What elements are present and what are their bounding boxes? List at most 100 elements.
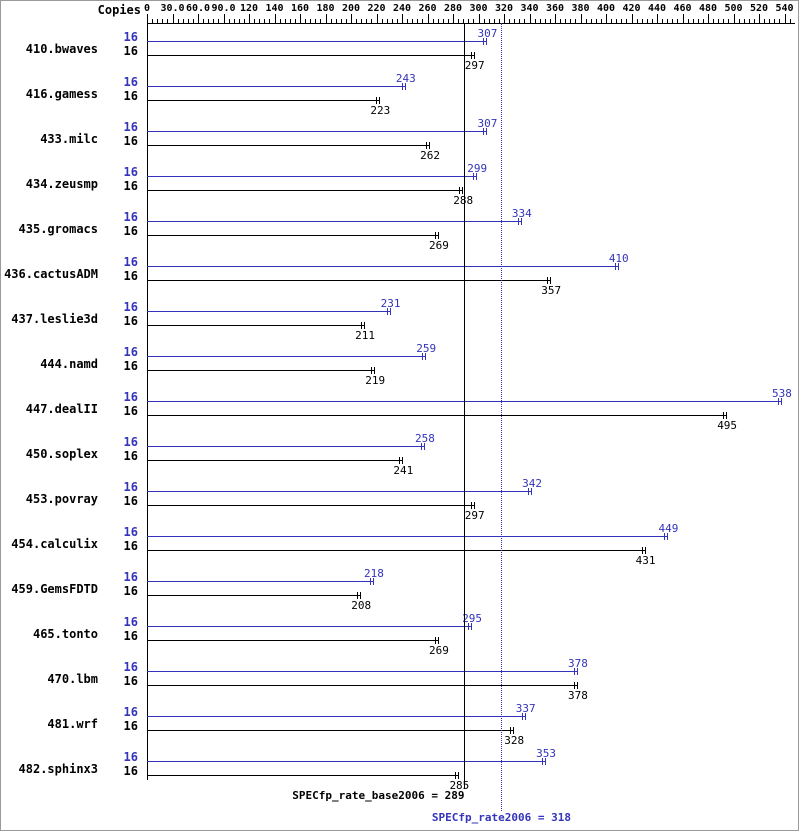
x-axis-minor-tick [672,19,674,23]
copies-value: 16 [123,435,138,449]
bar-end-tick [486,38,488,45]
bar-end-tick [542,758,544,765]
bar-end-tick [473,502,475,509]
peak-value-label: 353 [536,747,556,760]
benchmark-label: 481.wrf [47,717,98,731]
x-axis-major-tick [708,14,709,23]
x-axis-minor-tick [238,19,240,23]
x-axis-tick-label: 480 [698,3,718,14]
bar-end-tick [777,398,779,405]
bar-end-tick [573,682,575,689]
x-axis-minor-tick [305,19,307,23]
x-axis-minor-tick [748,19,750,23]
bar-end-tick [437,637,439,644]
x-axis-minor-tick [391,19,393,23]
base-bar [147,775,460,776]
x-axis-minor-tick [509,19,511,23]
peak-bar [147,716,526,717]
x-axis-minor-tick [560,19,562,23]
benchmark-label: 437.leslie3d [11,312,98,326]
base-value-label: 297 [464,509,485,522]
benchmark-label: 470.lbm [47,672,98,686]
bar-end-tick [379,97,381,104]
x-axis-tick-label: 320 [494,3,514,14]
x-axis-minor-tick [269,19,271,23]
x-axis-minor-tick [458,19,460,23]
bar-end-tick [614,263,616,270]
x-axis-tick-label: 90.0 [211,3,236,14]
x-axis-major-tick [784,14,786,23]
x-axis-minor-tick [192,19,194,23]
x-axis-minor-tick [600,19,602,23]
x-axis-major-tick [376,14,378,23]
x-axis-minor-tick [473,19,475,23]
x-axis-minor-tick [254,19,256,23]
x-axis-minor-tick [769,19,771,23]
x-axis-minor-tick [585,19,587,23]
peak-mean-line [501,23,503,811]
x-axis-minor-tick [646,19,648,23]
copies-value: 16 [123,179,138,193]
bar-end-tick [470,502,472,509]
x-axis-minor-tick [284,19,286,23]
x-axis-minor-tick [493,19,495,23]
x-axis-minor-tick [488,19,490,23]
x-axis-minor-tick [621,19,623,23]
copies-value: 16 [123,359,138,373]
x-axis-minor-tick [366,19,368,23]
bar-end-tick [404,83,406,90]
x-axis-minor-tick [432,19,434,23]
x-axis-minor-tick [417,19,419,23]
base-value-label: 208 [351,599,372,612]
x-axis-minor-tick [636,19,638,23]
bar-end-tick [386,308,388,315]
bar-end-tick [483,38,485,45]
x-axis-minor-tick [361,19,363,23]
bar-end-tick [437,232,439,239]
base-value-label: 223 [370,104,391,117]
x-axis-minor-tick [356,19,358,23]
benchmark-label: 450.soplex [25,447,98,461]
bar-end-tick [486,128,488,135]
bar-end-tick [723,412,725,419]
bar-end-tick [524,713,526,720]
bar-end-tick [531,488,533,495]
copies-value: 16 [123,120,138,134]
x-axis-minor-tick [177,19,179,23]
bar-end-tick [667,533,669,540]
x-axis-minor-tick [203,19,205,23]
x-axis-minor-tick [468,19,470,23]
peak-value-label: 258 [415,432,435,445]
base-value-label: 211 [355,329,375,342]
copies-value: 16 [123,719,138,733]
x-axis-major-tick [402,14,403,23]
x-axis-minor-tick [692,19,694,23]
peak-value-label: 295 [462,612,483,625]
bar-end-tick [468,623,470,630]
x-axis-minor-tick [218,19,220,23]
bar-end-tick [369,578,371,585]
peak-value-label: 342 [522,477,542,490]
bar-end-tick [780,398,782,405]
x-axis-minor-tick [697,19,699,23]
bar-end-tick [422,353,424,360]
peak-bar [147,176,478,177]
x-axis-major-tick [529,14,531,23]
bar-end-tick [455,772,457,779]
peak-bar [147,311,391,312]
x-axis-minor-tick [743,19,745,23]
bar-end-tick [528,488,530,495]
peak-bar [147,671,578,672]
x-axis-line [147,23,795,24]
x-axis-minor-tick [728,19,730,23]
x-axis-minor-tick [723,19,725,23]
x-axis-major-tick [631,14,633,23]
bar-end-tick [376,97,378,104]
x-axis-major-tick [172,14,174,23]
copies-value: 16 [123,764,138,778]
x-axis-minor-tick [407,19,409,23]
bar-end-tick [420,443,422,450]
x-axis-minor-tick [187,19,189,23]
peak-value-label: 307 [477,27,498,40]
base-bar [147,595,362,596]
